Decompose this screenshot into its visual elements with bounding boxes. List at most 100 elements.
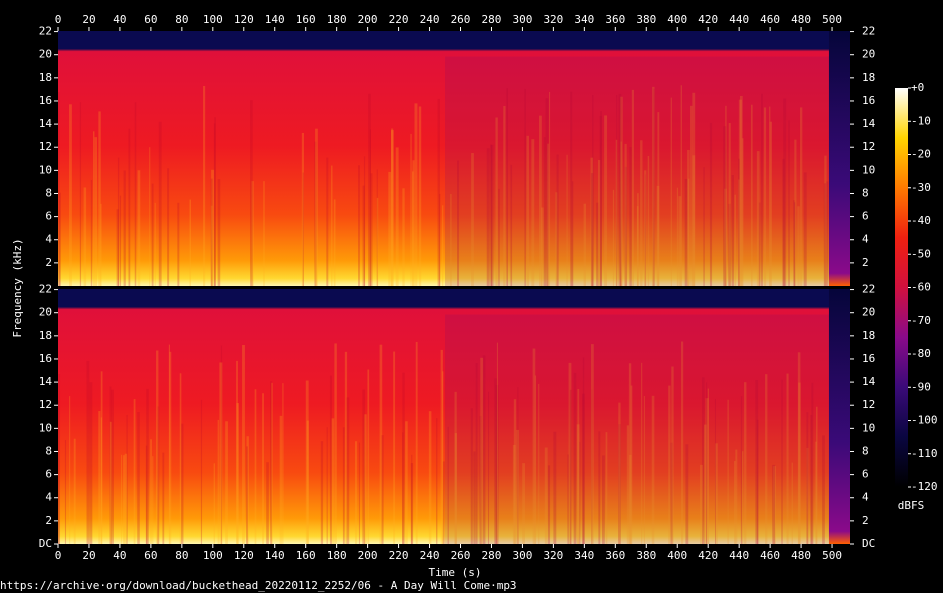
texture [640, 140, 643, 286]
texture [618, 93, 622, 286]
x-tick-label: 100 [203, 549, 223, 562]
texture [756, 419, 759, 544]
x-tick-label: 280 [482, 549, 502, 562]
texture [823, 183, 827, 286]
texture [758, 202, 761, 286]
footer: https://archive·org/download/buckethead_… [0, 579, 517, 592]
texture [405, 421, 408, 544]
texture [641, 362, 643, 544]
texture [146, 388, 149, 544]
texture [454, 391, 457, 544]
texture [741, 138, 744, 286]
texture [379, 344, 383, 544]
colorbar-tick-label: -30 [911, 181, 931, 194]
y-tick-label: 6 [862, 210, 869, 223]
texture [692, 92, 696, 286]
texture [647, 156, 650, 286]
y-tick-label: 20 [39, 306, 52, 319]
colorbar-tick-label: -120 [911, 480, 938, 493]
y-tick-label: 18 [862, 71, 875, 84]
texture [604, 115, 608, 286]
x-tick-label: 20 [82, 549, 95, 562]
texture [600, 111, 602, 287]
texture [410, 133, 412, 286]
texture [362, 185, 365, 286]
texture [687, 178, 690, 286]
texture [547, 143, 550, 286]
x-tick-label: 280 [482, 13, 502, 26]
texture [631, 89, 634, 287]
x-tick-label: 240 [420, 549, 440, 562]
colorbar-tick-label: -50 [911, 247, 931, 260]
texture [740, 396, 743, 544]
texture [624, 143, 627, 286]
x-tick-label: 40 [113, 549, 126, 562]
texture [236, 403, 239, 544]
texture [643, 396, 645, 544]
texture [738, 179, 740, 286]
texture [494, 378, 497, 544]
texture [671, 366, 674, 544]
texture [495, 384, 499, 544]
y-tick-label: 10 [862, 163, 875, 176]
texture [381, 435, 384, 544]
texture [555, 192, 558, 286]
texture [772, 464, 776, 544]
x-tick-label: 40 [113, 13, 126, 26]
texture [251, 181, 254, 286]
texture [761, 93, 763, 286]
texture [582, 357, 585, 544]
y-tick-label: 18 [39, 329, 52, 342]
texture [157, 406, 160, 544]
texture [200, 399, 203, 544]
texture [391, 130, 394, 286]
texture [803, 172, 807, 286]
texture [59, 192, 61, 286]
x-tick-label: 180 [327, 13, 347, 26]
texture [678, 196, 682, 286]
texture [567, 454, 569, 544]
texture [510, 164, 513, 286]
y-tick-label: 10 [862, 421, 875, 434]
texture [301, 132, 304, 286]
texture [415, 341, 418, 544]
x-tick-label: 60 [144, 549, 157, 562]
texture [524, 88, 526, 287]
texture [58, 400, 60, 544]
texture [657, 112, 660, 287]
texture [577, 388, 580, 544]
texture [797, 352, 801, 544]
texture [137, 170, 141, 286]
texture [154, 202, 156, 286]
texture [100, 203, 102, 286]
texture [539, 115, 542, 286]
texture [810, 414, 813, 544]
texture [271, 382, 273, 544]
texture [124, 453, 128, 544]
texture [334, 343, 337, 544]
texture [167, 168, 170, 286]
texture [612, 189, 615, 286]
texture [738, 158, 740, 286]
texture [86, 360, 90, 544]
texture [545, 98, 549, 286]
texture [724, 188, 727, 286]
texture [522, 463, 525, 544]
texture [376, 197, 379, 286]
texture [629, 147, 632, 286]
y-tick-label: 22 [862, 25, 875, 38]
x-tick-label: 480 [791, 13, 811, 26]
y-tick-label: 18 [39, 71, 52, 84]
texture [480, 357, 484, 544]
texture [73, 438, 76, 544]
x-tick-label: 0 [55, 549, 62, 562]
texture [94, 137, 98, 286]
texture [225, 421, 228, 544]
texture [591, 344, 594, 544]
texture [689, 105, 693, 286]
x-tick-label: 140 [265, 13, 285, 26]
x-tick-label: 20 [82, 13, 95, 26]
texture [137, 412, 140, 544]
spectrogram-tail [828, 31, 850, 286]
y-tick-label: 2 [862, 256, 869, 269]
